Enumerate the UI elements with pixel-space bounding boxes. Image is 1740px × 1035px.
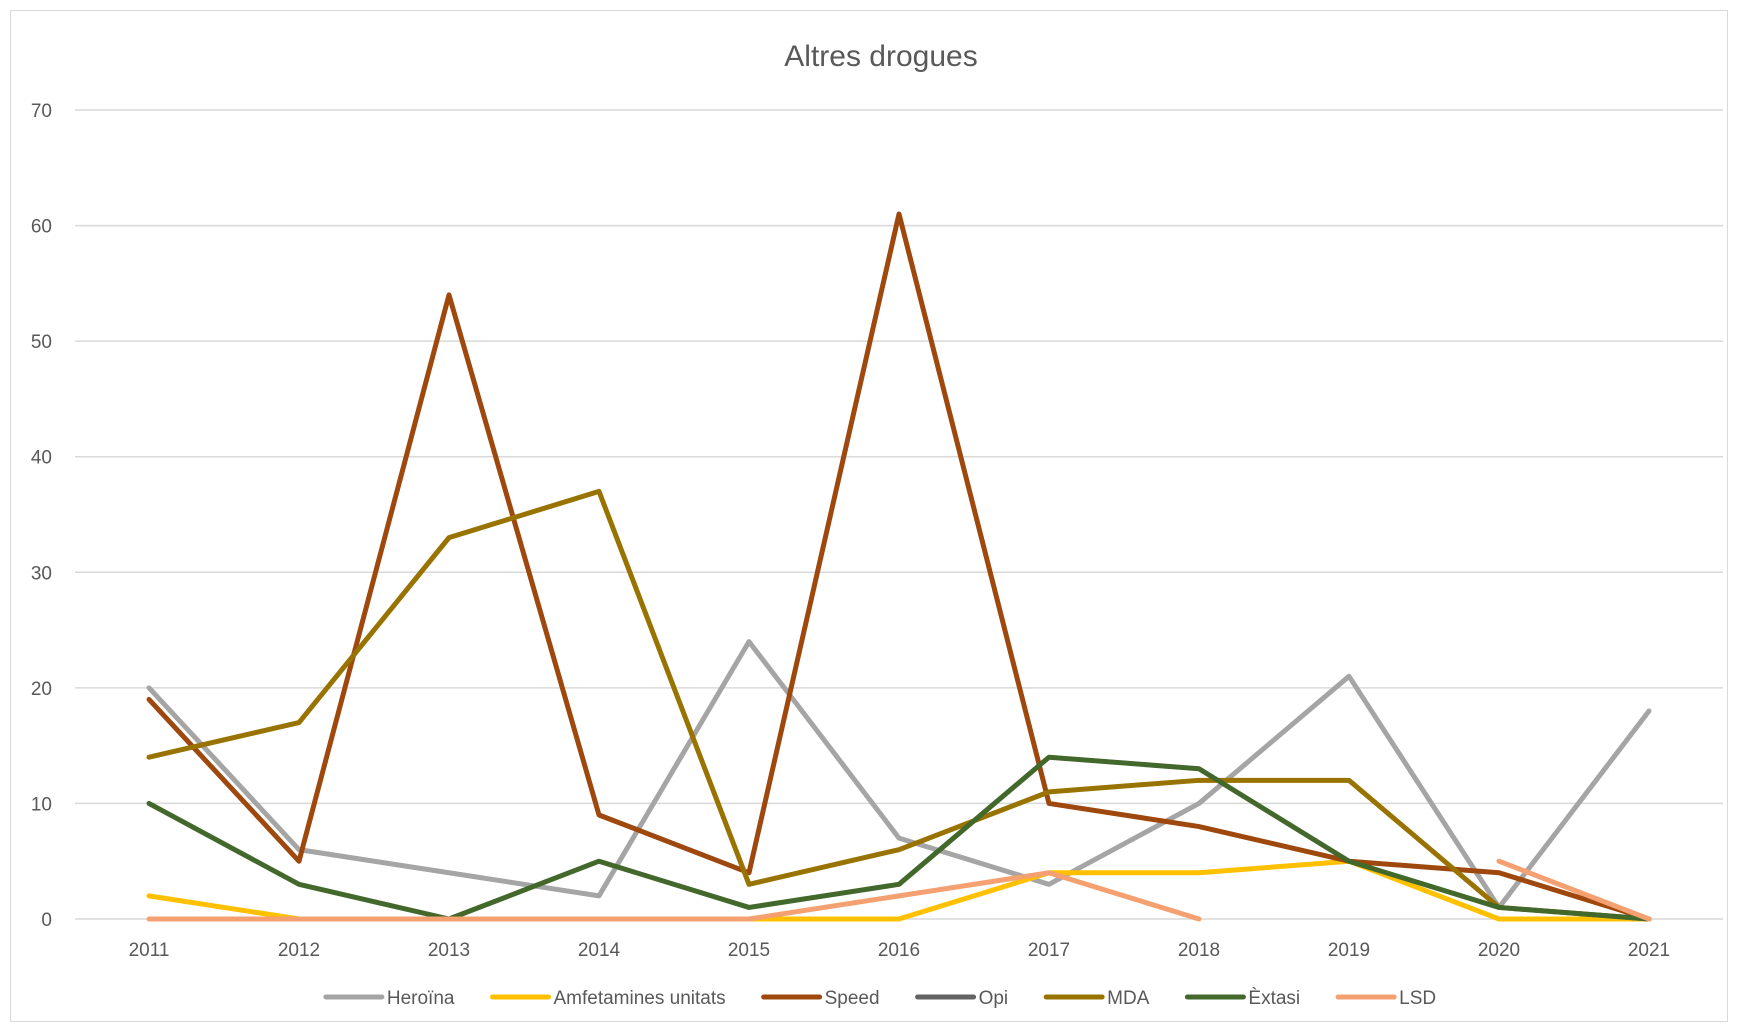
y-tick-label: 60 — [31, 217, 52, 238]
legend-label: Opi — [979, 988, 1009, 1009]
y-tick-label: 20 — [31, 679, 52, 700]
y-tick-label: 50 — [31, 332, 52, 353]
x-tick-label: 2019 — [1328, 940, 1370, 961]
legend-item: Speed — [761, 988, 880, 1009]
series-line — [146, 211, 1652, 922]
series-6 — [146, 858, 1652, 922]
legend-label: Amfetamines unitats — [553, 988, 725, 1009]
series-line — [146, 858, 1652, 922]
x-tick-label: 2017 — [1028, 940, 1070, 961]
legend-item: MDA — [1043, 988, 1150, 1009]
legend-item: LSD — [1335, 988, 1436, 1009]
legend-label: MDA — [1107, 988, 1150, 1009]
series-1 — [146, 858, 1652, 922]
x-tick-label: 2020 — [1478, 940, 1520, 961]
y-tick-label: 70 — [31, 101, 52, 122]
series-line — [146, 488, 1652, 922]
x-tick-label: 2018 — [1178, 940, 1220, 961]
chart-title: Altres drogues — [784, 40, 977, 73]
legend-label: LSD — [1399, 988, 1436, 1009]
legend-item: Opi — [915, 988, 1009, 1009]
legend-label: Heroïna — [387, 988, 455, 1009]
legend-item: Èxtasi — [1184, 988, 1300, 1009]
legend-item: Amfetamines unitats — [489, 988, 726, 1009]
legend-label: Speed — [825, 988, 880, 1009]
series-line — [146, 870, 1202, 922]
series-4 — [146, 488, 1652, 922]
legend-item: Heroïna — [323, 988, 455, 1009]
x-tick-label: 2021 — [1628, 940, 1670, 961]
x-tick-label: 2013 — [428, 940, 470, 961]
series-lines — [146, 211, 1652, 922]
y-tick-label: 10 — [31, 794, 52, 815]
series-2 — [146, 211, 1652, 922]
legend: Heroïna Amfetamines unitats Speed Opi MDA Èxt… — [323, 988, 1436, 1009]
x-tick-label: 2011 — [129, 940, 170, 961]
y-tick-label: 0 — [41, 910, 52, 931]
x-tick-label: 2012 — [278, 940, 320, 961]
y-tick-label: 30 — [31, 563, 52, 584]
x-tick-label: 2014 — [578, 940, 621, 961]
legend-label: Èxtasi — [1248, 988, 1300, 1009]
chart-frame — [10, 10, 1728, 1022]
x-axis-ticks: 2011 2012 2013 2014 2015 2016 2017 2018 2019 2020… — [129, 940, 1671, 961]
series-line — [1496, 858, 1652, 922]
y-axis-ticks: 0 10 20 30 40 50 60 70 — [31, 101, 52, 931]
y-tick-label: 40 — [31, 448, 52, 469]
x-tick-label: 2016 — [878, 940, 920, 961]
x-tick-label: 2015 — [728, 940, 770, 961]
gridlines — [75, 109, 1723, 805]
